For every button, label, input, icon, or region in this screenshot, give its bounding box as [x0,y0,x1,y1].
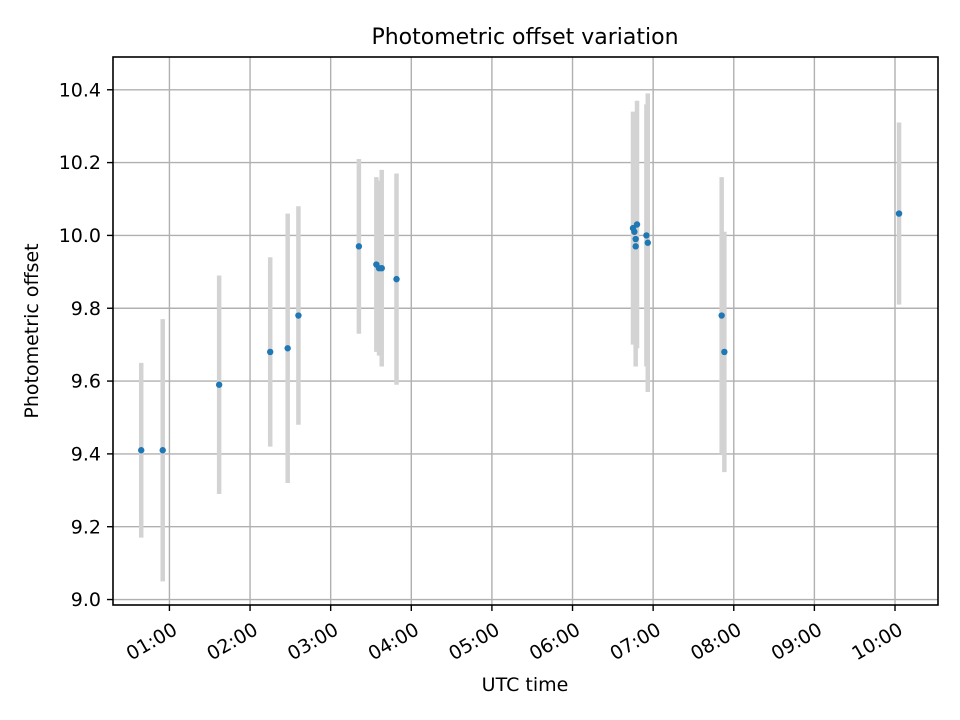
data-point [644,239,651,246]
y-tick-label: 10.4 [59,79,101,101]
x-tick-label: 02:00 [203,619,261,665]
x-tick-label: 10:00 [848,619,906,665]
data-point [718,312,725,319]
x-tick-label: 03:00 [284,619,342,665]
data-point [633,221,641,228]
data-point [631,228,638,235]
x-tick-label: 08:00 [687,619,745,665]
y-axis: 9.0 9.2 9.4 9.6 9.8 10.0 10.2 10.4 [59,79,113,611]
data-point [643,232,650,239]
data-points [138,210,903,454]
data-point [159,447,166,454]
data-point [721,348,728,356]
y-tick-label: 9.6 [71,371,101,393]
plot-frame [112,56,939,606]
data-point [393,275,400,283]
data-point [378,264,385,272]
data-point [284,345,291,352]
x-axis: 01:00 02:00 03:00 04:00 05:00 06:00 07:00 08:00… [123,605,907,665]
y-tick-label: 9.2 [71,516,101,538]
y-tick-label: 9.8 [71,298,101,320]
data-point [632,243,639,250]
data-point [632,235,639,243]
y-tick-label: 9.0 [71,589,101,611]
chart-title: Photometric offset variation [371,25,678,50]
data-point [295,312,302,319]
error-bars [138,93,902,582]
y-tick-label: 10.0 [59,225,101,247]
grid [113,57,938,605]
x-tick-label: 06:00 [526,619,584,665]
x-tick-label: 09:00 [768,619,826,665]
x-axis-label: UTC time [482,674,569,696]
y-axis-label: Photometric offset [21,243,43,418]
x-tick-label: 01:00 [123,619,181,665]
data-point [138,447,145,454]
data-point [215,381,223,388]
x-tick-label: 07:00 [606,619,664,665]
data-point [355,243,363,250]
y-tick-label: 9.4 [71,444,101,466]
x-tick-label: 05:00 [445,619,503,665]
data-point [267,348,274,356]
x-tick-label: 04:00 [364,619,422,665]
y-tick-label: 10.2 [59,152,101,174]
data-point [895,210,903,217]
